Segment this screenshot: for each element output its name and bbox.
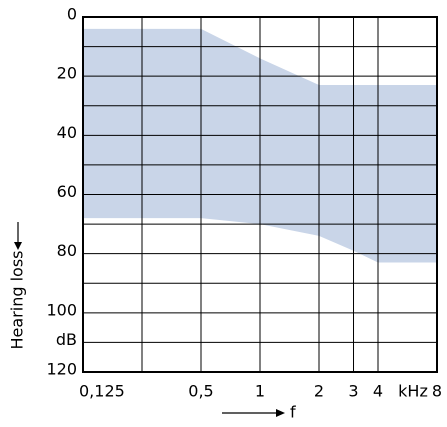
plot-frame — [82, 16, 438, 373]
x-axis-label: f — [290, 403, 296, 422]
y-tick-label: 0 — [67, 5, 77, 24]
x-tick-label: 2 — [314, 382, 324, 401]
y-tick-label: dB — [56, 330, 77, 349]
x-tick-label: 8 — [432, 382, 442, 401]
arrow-head — [276, 409, 285, 417]
y-tick-label: 100 — [46, 300, 77, 319]
y-axis-label: Hearing loss — [8, 251, 27, 350]
y-arrow — [14, 222, 22, 250]
x-tick-label: 4 — [373, 382, 383, 401]
y-tick-label: 120 — [46, 360, 77, 379]
x-tick-label: 0,125 — [79, 382, 125, 401]
y-tick-label: 80 — [57, 241, 77, 260]
y-tick-label: 40 — [57, 123, 77, 142]
x-arrow — [222, 409, 285, 417]
x-tick-label: 1 — [255, 382, 265, 401]
y-tick-label: 20 — [57, 64, 77, 83]
x-tick-label: 0,5 — [188, 382, 213, 401]
x-unit-label: kHz — [398, 382, 428, 401]
arrow-head — [14, 242, 22, 250]
y-tick-label: 60 — [57, 182, 77, 201]
x-tick-label: 3 — [348, 382, 358, 401]
